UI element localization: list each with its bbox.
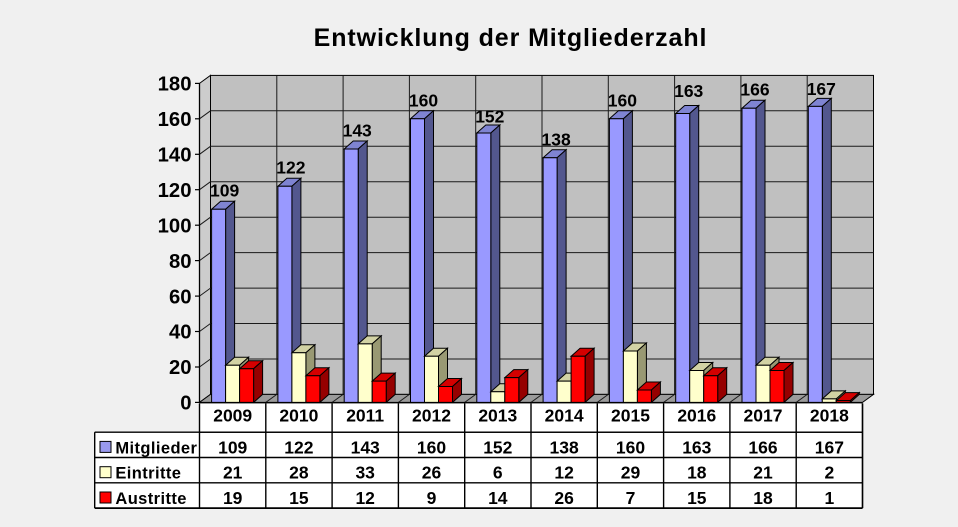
svg-text:152: 152: [475, 107, 504, 127]
svg-text:2015: 2015: [611, 406, 650, 426]
svg-text:80: 80: [169, 251, 192, 273]
svg-text:2009: 2009: [213, 406, 252, 426]
svg-text:12: 12: [554, 463, 574, 483]
svg-text:163: 163: [682, 437, 711, 457]
svg-text:26: 26: [422, 463, 442, 483]
svg-text:122: 122: [284, 437, 313, 457]
svg-text:160: 160: [409, 90, 438, 110]
svg-text:60: 60: [169, 286, 192, 308]
svg-text:120: 120: [158, 180, 192, 202]
svg-text:163: 163: [674, 81, 703, 101]
svg-text:1: 1: [825, 488, 835, 508]
svg-text:29: 29: [621, 463, 641, 483]
svg-text:15: 15: [289, 488, 309, 508]
svg-text:Entwicklung der Mitgliederzahl: Entwicklung der Mitgliederzahl: [314, 24, 708, 52]
svg-text:2018: 2018: [810, 406, 849, 426]
svg-text:21: 21: [223, 463, 243, 483]
svg-text:6: 6: [493, 463, 503, 483]
svg-text:167: 167: [807, 79, 836, 99]
svg-text:Mitglieder: Mitglieder: [115, 439, 197, 457]
svg-text:19: 19: [223, 488, 243, 508]
svg-text:12: 12: [355, 488, 375, 508]
svg-text:160: 160: [608, 90, 637, 110]
svg-text:140: 140: [158, 145, 192, 167]
svg-text:143: 143: [351, 437, 380, 457]
svg-text:160: 160: [417, 437, 446, 457]
svg-text:2012: 2012: [412, 406, 451, 426]
svg-text:109: 109: [218, 437, 247, 457]
svg-text:2016: 2016: [677, 406, 716, 426]
svg-text:122: 122: [276, 158, 305, 178]
svg-text:15: 15: [687, 488, 707, 508]
svg-text:2013: 2013: [478, 406, 517, 426]
svg-text:166: 166: [748, 437, 777, 457]
svg-text:Eintritte: Eintritte: [115, 465, 181, 483]
svg-text:2011: 2011: [346, 406, 384, 426]
svg-text:180: 180: [158, 74, 192, 96]
svg-text:0: 0: [180, 393, 191, 415]
svg-text:160: 160: [616, 437, 645, 457]
svg-text:2010: 2010: [279, 406, 318, 426]
svg-text:2: 2: [825, 463, 835, 483]
svg-text:152: 152: [483, 437, 512, 457]
svg-text:166: 166: [740, 80, 769, 100]
svg-text:28: 28: [289, 463, 309, 483]
svg-text:26: 26: [554, 488, 574, 508]
svg-text:21: 21: [753, 463, 773, 483]
svg-text:33: 33: [355, 463, 375, 483]
svg-text:Austritte: Austritte: [115, 490, 186, 508]
svg-text:9: 9: [427, 488, 437, 508]
svg-text:138: 138: [549, 437, 578, 457]
svg-text:18: 18: [753, 488, 773, 508]
svg-text:109: 109: [210, 181, 239, 201]
svg-text:2017: 2017: [744, 406, 783, 426]
svg-text:143: 143: [343, 121, 372, 141]
svg-text:2014: 2014: [545, 406, 584, 426]
svg-text:40: 40: [169, 322, 192, 344]
svg-text:18: 18: [687, 463, 707, 483]
svg-text:7: 7: [626, 488, 636, 508]
svg-text:138: 138: [541, 129, 570, 149]
svg-text:20: 20: [169, 357, 192, 379]
svg-text:100: 100: [158, 215, 192, 237]
svg-text:167: 167: [815, 437, 844, 457]
svg-text:160: 160: [158, 109, 192, 131]
svg-text:14: 14: [488, 488, 508, 508]
